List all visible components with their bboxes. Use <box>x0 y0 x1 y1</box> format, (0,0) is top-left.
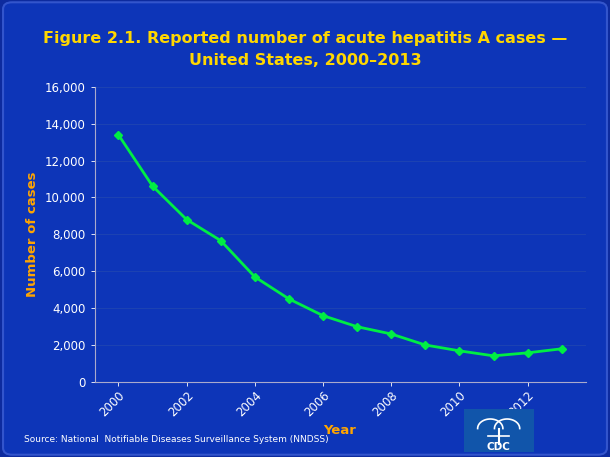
FancyBboxPatch shape <box>3 2 607 455</box>
FancyBboxPatch shape <box>460 407 537 455</box>
Y-axis label: Number of cases: Number of cases <box>26 171 39 297</box>
Text: Figure 2.1. Reported number of acute hepatitis A cases —: Figure 2.1. Reported number of acute hep… <box>43 32 567 46</box>
X-axis label: Year: Year <box>324 425 356 437</box>
Text: Source: National  Notifiable Diseases Surveillance System (NNDSS): Source: National Notifiable Diseases Sur… <box>24 435 329 444</box>
Text: United States, 2000–2013: United States, 2000–2013 <box>188 53 422 68</box>
Text: CDC: CDC <box>487 442 511 452</box>
